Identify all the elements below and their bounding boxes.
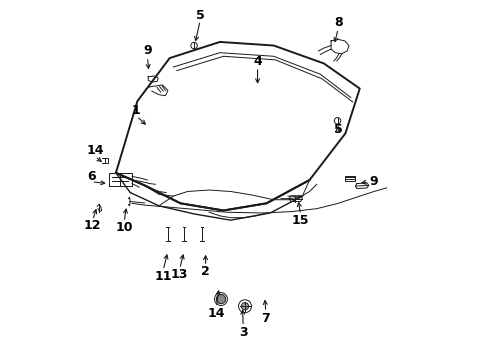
Text: 13: 13: [171, 268, 189, 281]
Text: 6: 6: [87, 170, 96, 183]
Text: 9: 9: [370, 175, 378, 188]
Text: 8: 8: [334, 16, 343, 29]
Text: 14: 14: [208, 307, 225, 320]
Text: 5: 5: [196, 9, 204, 22]
Text: 11: 11: [154, 270, 172, 283]
Text: 14: 14: [86, 144, 104, 157]
Text: 5: 5: [334, 123, 343, 136]
Text: 4: 4: [253, 55, 262, 68]
Text: 2: 2: [201, 265, 210, 278]
Text: 1: 1: [131, 104, 140, 117]
Text: 9: 9: [143, 44, 152, 57]
Text: 3: 3: [239, 326, 247, 339]
Text: 7: 7: [262, 311, 270, 325]
Circle shape: [216, 294, 225, 304]
Circle shape: [242, 303, 248, 310]
Text: 15: 15: [292, 214, 309, 227]
Text: 12: 12: [84, 219, 101, 233]
Text: 10: 10: [116, 221, 133, 234]
